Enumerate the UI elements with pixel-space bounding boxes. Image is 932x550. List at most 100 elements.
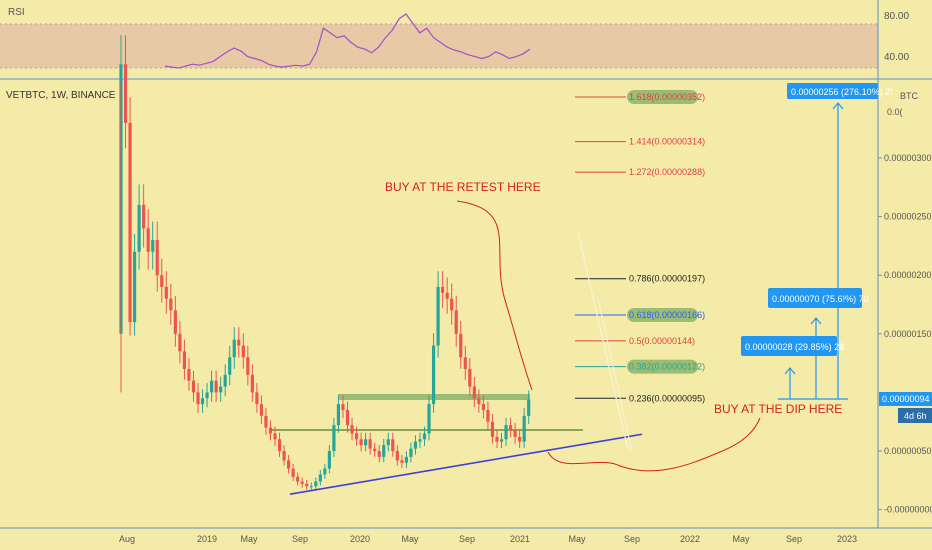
candle-body <box>477 398 481 405</box>
candle-body <box>459 333 463 358</box>
measure-box-2 <box>768 288 862 308</box>
candle-body <box>450 298 454 311</box>
candle-body <box>137 204 141 252</box>
candle-body <box>223 374 227 387</box>
candle-body <box>504 425 508 440</box>
time-tick-label: 2021 <box>510 534 530 544</box>
candle-body <box>178 333 182 352</box>
candle-body <box>413 441 418 449</box>
candle-body <box>508 425 513 430</box>
candle-body <box>391 439 395 451</box>
candle-body <box>164 286 168 299</box>
dip-annotation: BUY AT THE DIP HERE <box>714 402 842 416</box>
time-tick-label: May <box>401 534 419 544</box>
time-tick-label: 2020 <box>350 534 370 544</box>
candle-body <box>196 392 200 405</box>
candle-body <box>255 392 259 405</box>
candle-body <box>309 486 313 488</box>
candle-body <box>277 439 282 451</box>
candle-body <box>518 436 522 442</box>
time-axis-ticks: Aug 2019 May Sep 2020 May Sep 2021 May Sep 2022 May… <box>119 534 857 544</box>
candle-body <box>490 421 495 437</box>
candle-body <box>373 448 377 451</box>
candle-body <box>345 409 350 426</box>
countdown-value: 4d 6h <box>904 411 927 421</box>
candle-body <box>214 380 218 393</box>
candle-body <box>305 483 309 487</box>
candle-body <box>273 433 277 440</box>
measure-box-3 <box>741 336 837 356</box>
price-tick-label: 0.00000150 <box>884 329 932 339</box>
rsi-band <box>0 24 878 68</box>
candle-body <box>182 351 187 369</box>
fan-line-1 <box>577 231 629 451</box>
candle-body <box>160 275 164 287</box>
candle-body <box>318 474 322 482</box>
candle-body <box>486 409 490 422</box>
fib-label: 0.382(0.00000122) <box>629 362 705 372</box>
candle-body <box>146 228 150 252</box>
candle-body <box>441 286 445 293</box>
candle-body <box>200 398 205 405</box>
candle-body <box>259 404 264 416</box>
time-tick-label: 2019 <box>197 534 217 544</box>
fib-label: 1.272(0.00000288) <box>629 167 705 177</box>
price-tick-label: -0.00000000 <box>884 505 932 515</box>
candle-body <box>246 357 250 375</box>
candle-body <box>341 404 345 410</box>
currency-label: BTC <box>900 91 919 101</box>
price-axis-top-label: 0.0( <box>887 107 903 117</box>
candle-body <box>173 310 177 334</box>
candle-body <box>314 481 318 487</box>
time-tick-label: Sep <box>292 534 308 544</box>
candle-body <box>142 204 146 229</box>
candle-body <box>327 451 331 469</box>
measure-box-1 <box>787 83 878 99</box>
candles <box>119 35 531 490</box>
candle-body <box>205 392 209 399</box>
candle-body <box>364 439 368 446</box>
price-tick-label: 0.00000050 <box>884 446 932 456</box>
measure-arrows <box>778 102 848 400</box>
candle-body <box>250 374 254 393</box>
rsi-tick-40: 40.00 <box>884 52 909 63</box>
countdown-tag <box>898 408 932 423</box>
fib-label: 0.786(0.00000197) <box>629 274 705 284</box>
candle-body <box>323 468 327 475</box>
time-tick-label: 2022 <box>680 534 700 544</box>
candle-body <box>418 439 422 442</box>
fib-label: 0.236(0.00000095) <box>629 393 705 403</box>
price-tick-label: 0.00000200 <box>884 270 932 280</box>
candle-body <box>404 456 408 463</box>
candle-body <box>445 292 449 299</box>
candle-body <box>169 298 173 311</box>
candle-body <box>436 286 440 346</box>
candle-body <box>191 380 196 393</box>
price-axis-ticks: 0.00000300 0.00000250 0.00000200 0.00000150… <box>878 153 932 515</box>
candle-body <box>151 240 155 252</box>
retest-arrow <box>456 200 533 391</box>
candle-body <box>468 368 472 387</box>
candle-body <box>228 357 232 375</box>
candle-body <box>359 439 363 446</box>
candle-body <box>336 404 341 426</box>
candle-body <box>219 386 223 393</box>
candle-body <box>241 345 245 358</box>
candle-body <box>123 64 128 123</box>
price-tick-label: 0.00000300 <box>884 153 932 163</box>
symbol-title: VETBTC, 1W, BINANCE <box>6 90 116 101</box>
rsi-label: RSI <box>8 7 25 18</box>
fan-line-2 <box>597 297 633 453</box>
candle-body <box>264 415 268 428</box>
rsi-pane: RSI 80.00 40.00 <box>0 7 909 69</box>
candle-body <box>422 433 427 440</box>
candle-body <box>481 404 485 410</box>
measure-arrowhead-2 <box>810 317 822 325</box>
time-tick-label: May <box>732 534 750 544</box>
candle-body <box>187 368 191 381</box>
candle-body <box>377 451 381 457</box>
candle-body <box>354 433 359 440</box>
candle-body <box>395 451 399 461</box>
measure-box-3-label: 0.00000028 (29.85%) 28 <box>745 342 844 352</box>
fib-label: 0.618(0.00000166) <box>629 310 705 320</box>
